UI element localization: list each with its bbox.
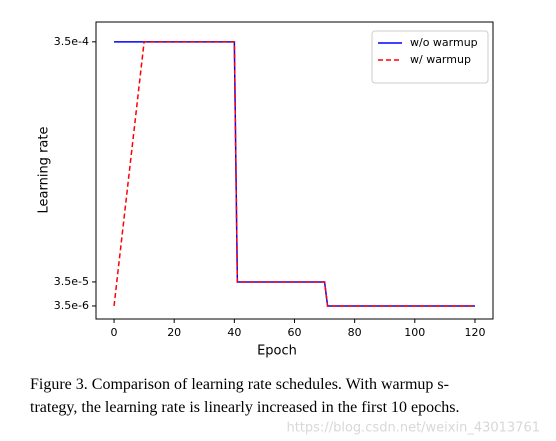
x-tick-label: 60 [288, 326, 302, 339]
line-series [113, 41, 475, 307]
x-tick-label: 100 [404, 326, 425, 339]
y-tick-label: 3.5e-5 [54, 275, 89, 288]
y-axis-label: Learning rate [37, 127, 52, 214]
legend-label: w/o warmup [410, 36, 478, 49]
legend-box [371, 30, 489, 84]
x-axis-label: Epoch [257, 344, 297, 359]
watermark: https://blog.csdn.net/weixin_43013761 [286, 421, 540, 436]
legend-label: w/ warmup [410, 53, 471, 66]
caption-line: trategy, the learning rate is linearly i… [30, 399, 459, 416]
y-tick-label: 3.5e-6 [54, 299, 89, 312]
x-tick-label: 20 [167, 326, 181, 339]
x-tick-label: 80 [348, 326, 362, 339]
caption-line: Figure 3. Comparison of learning rate sc… [30, 376, 449, 393]
x-tick-label: 40 [227, 326, 241, 339]
x-tick-label: 0 [111, 326, 118, 339]
x-tick-label: 120 [464, 326, 485, 339]
y-tick-label: 3.5e-4 [54, 35, 89, 48]
